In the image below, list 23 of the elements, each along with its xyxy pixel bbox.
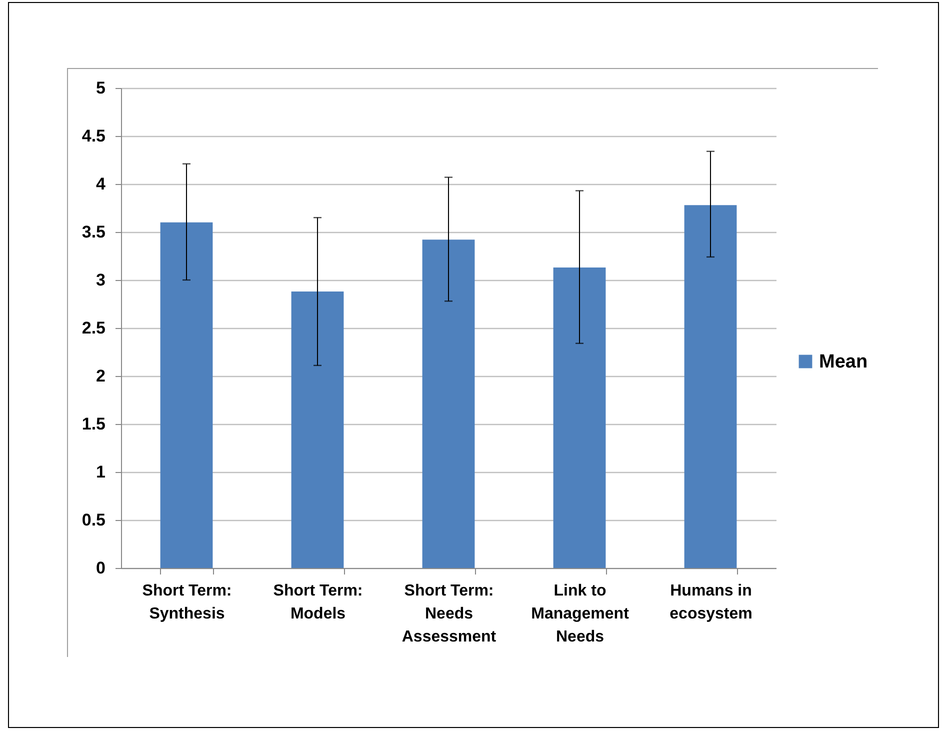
x-tick-label: Humans in ecosystem [670, 582, 752, 622]
bar [422, 240, 475, 568]
y-tick-label: 3.5 [82, 222, 106, 242]
y-tick-label: 1.5 [82, 414, 106, 434]
bar [684, 205, 737, 568]
x-tick-label: Short Term: Synthesis [142, 582, 232, 622]
y-tick-label: 4.5 [82, 126, 106, 146]
x-tick-label: Link to Management Needs [531, 582, 630, 646]
bar [160, 222, 213, 568]
y-tick-label: 2.5 [82, 318, 106, 338]
y-tick-label: 5 [96, 78, 106, 98]
y-tick-label: 2 [96, 366, 106, 386]
chart-frame: Short Term: Synthesis Short Term: Models Short Term: Needs Assessment Link to Management Needs Humans in ecosystem 0 0.5 1 1.5 2 2.5 3 3.5 4 4.5 5 Mean [67, 68, 878, 657]
x-tick-label: Short Term: Needs Assessment [402, 582, 497, 646]
legend-label: Mean [819, 352, 868, 372]
y-tick-label: 0 [96, 558, 106, 578]
x-tick-label: Short Term: Models [273, 582, 363, 622]
bar [553, 268, 606, 568]
y-tick-label: 1 [96, 462, 106, 482]
y-tick-label: 3 [96, 270, 106, 290]
bar [291, 292, 344, 568]
y-tick-label: 0.5 [82, 510, 106, 530]
y-tick-label: 4 [96, 174, 106, 194]
